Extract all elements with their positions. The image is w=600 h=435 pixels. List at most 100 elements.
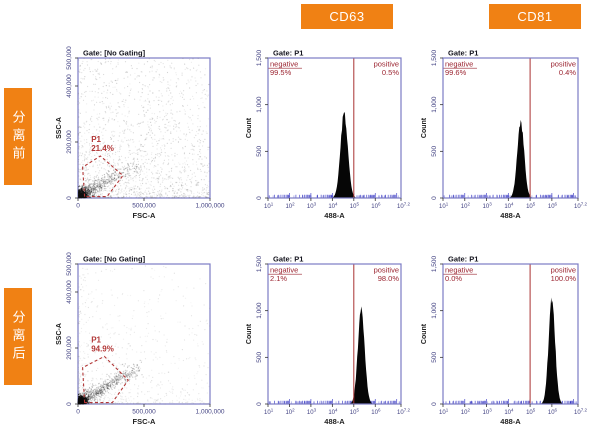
event-dot xyxy=(124,87,126,89)
event-dot xyxy=(88,163,90,165)
event-dot xyxy=(183,339,186,341)
event-dot xyxy=(144,189,147,191)
event-dot xyxy=(114,345,116,347)
event-dot xyxy=(93,189,95,192)
event-dot xyxy=(103,117,105,119)
event-dot xyxy=(79,81,81,83)
event-dot xyxy=(100,394,102,396)
event-dot xyxy=(206,382,208,384)
event-dot xyxy=(102,142,104,144)
event-dot xyxy=(156,340,158,342)
event-dot xyxy=(83,57,85,59)
event-dot xyxy=(117,368,119,370)
event-dot xyxy=(171,103,173,105)
event-dot xyxy=(122,375,124,377)
event-dot xyxy=(149,104,151,106)
event-dot xyxy=(77,386,79,388)
event-dot xyxy=(113,169,115,171)
event-dot xyxy=(126,403,128,405)
event-dot xyxy=(98,136,101,138)
event-dot xyxy=(111,378,113,380)
event-dot xyxy=(130,374,132,376)
event-dot xyxy=(179,181,181,183)
event-dot xyxy=(171,390,174,392)
event-dot xyxy=(155,401,157,403)
event-dot xyxy=(99,398,102,400)
event-dot xyxy=(197,168,199,170)
event-dot xyxy=(188,358,190,360)
event-dot xyxy=(142,196,144,198)
event-dot xyxy=(93,188,95,190)
event-dot xyxy=(94,399,96,402)
event-dot xyxy=(115,189,118,191)
event-dot xyxy=(100,270,103,272)
event-dot xyxy=(105,106,107,108)
event-dot xyxy=(123,403,125,405)
event-dot xyxy=(80,191,82,194)
event-dot xyxy=(116,168,118,170)
event-dot xyxy=(163,276,165,278)
event-dot xyxy=(121,162,123,164)
event-dot xyxy=(99,180,101,182)
event-dot xyxy=(189,108,191,111)
event-dot xyxy=(126,122,128,124)
event-dot xyxy=(157,298,159,300)
event-dot xyxy=(103,73,105,76)
event-dot xyxy=(87,356,89,358)
event-dot xyxy=(137,152,139,154)
event-dot xyxy=(102,180,104,183)
event-dot xyxy=(92,397,94,399)
event-dot xyxy=(202,102,204,104)
event-dot xyxy=(164,145,166,147)
event-dot xyxy=(153,325,156,327)
event-dot xyxy=(157,190,159,193)
event-dot xyxy=(193,195,195,197)
event-dot xyxy=(164,126,166,128)
event-dot xyxy=(146,311,148,314)
event-dot xyxy=(121,364,123,366)
event-dot xyxy=(105,107,108,109)
event-dot xyxy=(125,99,127,101)
event-dot xyxy=(111,381,113,383)
event-dot xyxy=(153,177,155,179)
event-dot xyxy=(90,396,92,398)
event-dot xyxy=(91,301,93,303)
event-dot xyxy=(186,67,188,69)
event-dot xyxy=(105,392,107,394)
event-dot xyxy=(188,195,190,197)
event-dot xyxy=(196,182,199,184)
event-dot xyxy=(102,181,104,183)
event-dot xyxy=(138,62,140,64)
event-dot xyxy=(190,403,192,405)
event-dot xyxy=(93,394,95,396)
event-dot xyxy=(153,158,155,160)
event-dot xyxy=(100,391,102,393)
event-dot xyxy=(96,188,98,190)
event-dot xyxy=(202,193,204,195)
event-dot xyxy=(175,139,177,141)
event-dot xyxy=(87,392,89,394)
event-dot xyxy=(97,391,99,393)
event-dot xyxy=(89,152,91,154)
event-dot xyxy=(197,183,199,185)
plot-title: Gate: [No Gating] xyxy=(83,255,146,264)
event-dot xyxy=(102,162,104,164)
event-dot xyxy=(170,109,172,111)
event-dot xyxy=(99,190,101,192)
event-dot xyxy=(97,392,99,394)
event-dot xyxy=(80,381,82,383)
event-dot xyxy=(156,115,159,118)
event-dot xyxy=(82,195,84,197)
event-dot xyxy=(163,403,165,405)
event-dot xyxy=(106,92,108,94)
event-dot xyxy=(135,370,137,372)
event-dot xyxy=(133,157,135,159)
event-dot xyxy=(140,351,142,353)
event-dot xyxy=(85,331,87,333)
event-dot xyxy=(109,377,111,379)
event-dot xyxy=(83,342,85,344)
event-dot xyxy=(77,148,79,150)
event-dot xyxy=(94,390,96,392)
event-dot xyxy=(79,112,81,114)
event-dot xyxy=(195,84,197,87)
